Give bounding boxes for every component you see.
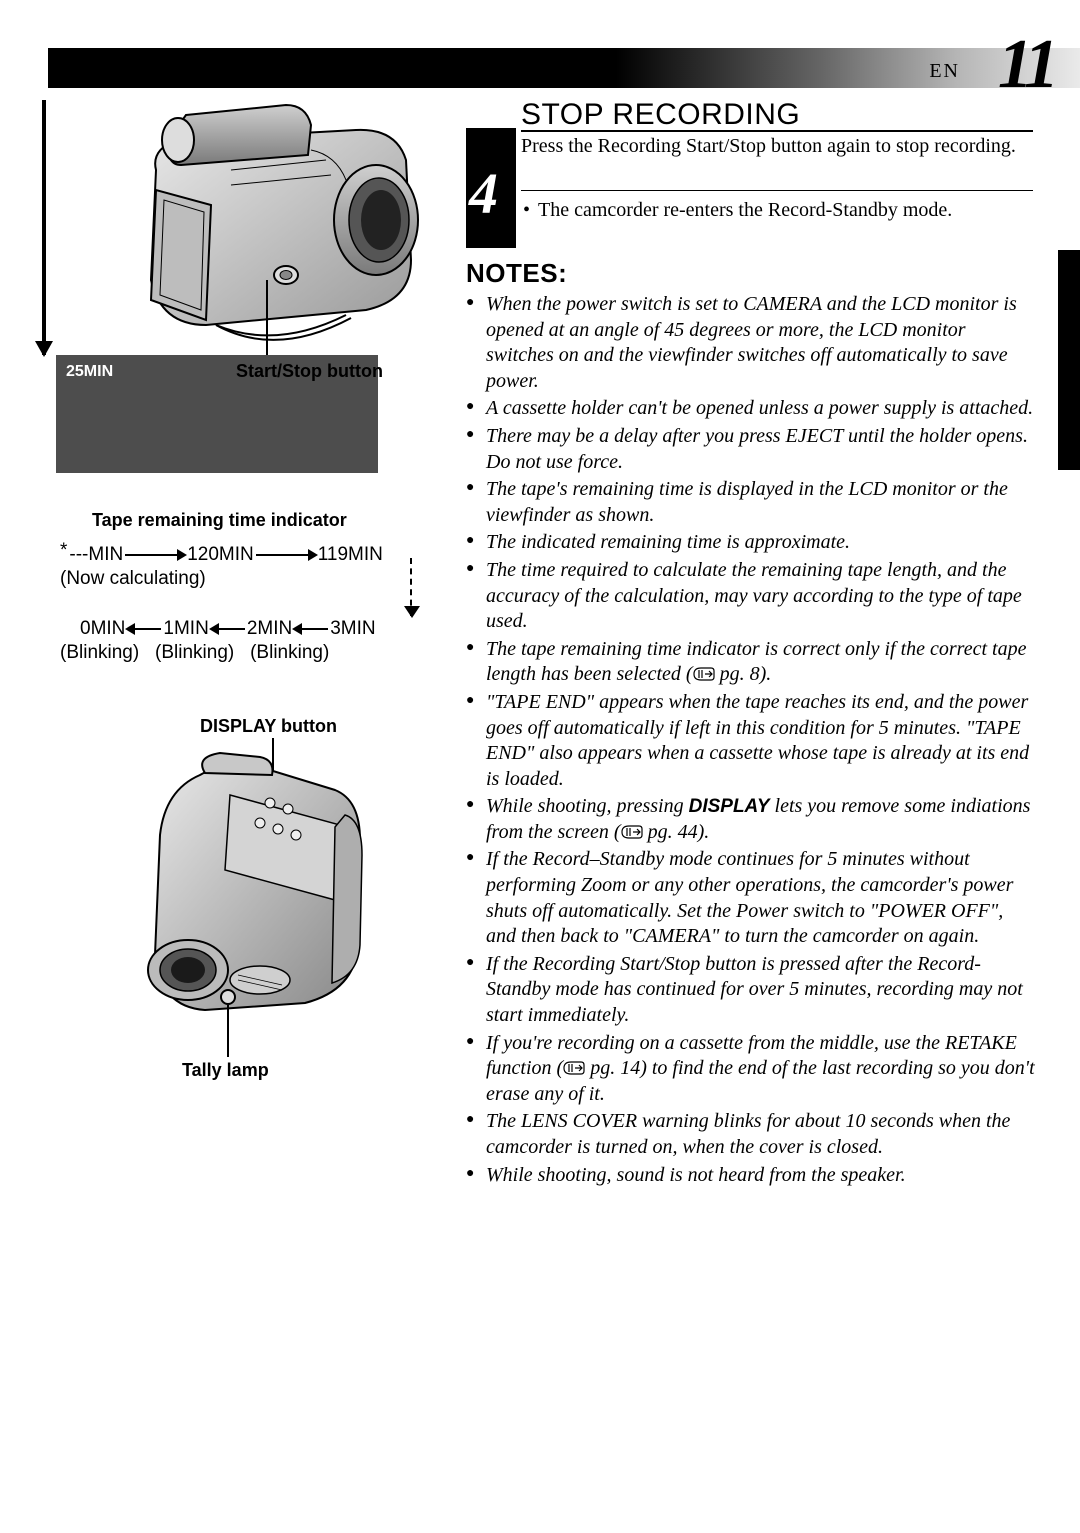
page-number: 11 xyxy=(998,25,1054,105)
notes-item: The tape remaining time indicator is cor… xyxy=(466,637,1036,688)
pointer-line xyxy=(227,1005,229,1057)
notes-item: If you're recording on a cassette from t… xyxy=(466,1031,1036,1108)
flow-val: 2MIN xyxy=(247,618,292,640)
notes-item: If the Recording Start/Stop button is pr… xyxy=(466,952,1036,1029)
step-number-box: 4 xyxy=(466,128,516,248)
camcorder-illustration-bottom xyxy=(110,745,370,1025)
notes-heading: NOTES: xyxy=(466,258,567,289)
tape-flow-bottom: 0MIN 1MIN 2MIN 3MIN xyxy=(80,618,376,640)
label-display-button: DISPLAY button xyxy=(200,716,337,737)
notes-item: There may be a delay after you press EJE… xyxy=(466,424,1036,475)
pointer-arrow-down xyxy=(42,100,46,355)
flow-val: 3MIN xyxy=(330,618,375,640)
notes-item: When the power switch is set to CAMERA a… xyxy=(466,292,1036,394)
flow-val: 120MIN xyxy=(187,544,254,566)
step-title: STOP RECORDING xyxy=(521,98,800,132)
notes-item: While shooting, pressing DISPLAY lets yo… xyxy=(466,794,1036,845)
notes-item: The indicated remaining time is approxim… xyxy=(466,530,1036,556)
dashed-arrow-down xyxy=(410,558,412,616)
step-number: 4 xyxy=(469,160,498,227)
flow-val: 0MIN xyxy=(80,618,125,640)
pointer-line xyxy=(266,280,268,358)
notes-item: "TAPE END" appears when the tape reaches… xyxy=(466,690,1036,792)
header-gradient-bar xyxy=(48,48,1080,88)
step-divider xyxy=(521,190,1033,191)
flow-val: 119MIN xyxy=(318,544,383,566)
step-body: Press the Recording Start/Stop button ag… xyxy=(521,134,1033,159)
notes-item: If the Record–Standby mode continues for… xyxy=(466,847,1036,949)
blinking-row: (Blinking) (Blinking) (Blinking) xyxy=(60,642,329,664)
page-lang: EN xyxy=(929,60,960,83)
label-tally-lamp: Tally lamp xyxy=(182,1060,269,1081)
lcd-time-text: 25MIN xyxy=(66,363,113,381)
notes-list: When the power switch is set to CAMERA a… xyxy=(466,292,1036,1190)
notes-item: The LENS COVER warning blinks for about … xyxy=(466,1109,1036,1160)
now-calculating: (Now calculating) xyxy=(60,568,206,590)
notes-item: While shooting, sound is not heard from … xyxy=(466,1163,1036,1189)
label-start-stop: Start/Stop button xyxy=(236,361,383,382)
label-tape-remaining: Tape remaining time indicator xyxy=(92,510,347,531)
step-sub-bullet: The camcorder re-enters the Record-Stand… xyxy=(538,198,1034,223)
notes-item: The time required to calculate the remai… xyxy=(466,558,1036,635)
notes-item: The tape's remaining time is displayed i… xyxy=(466,477,1036,528)
flow-val: ---MIN xyxy=(69,544,123,566)
title-underline xyxy=(521,130,1033,132)
tape-flow-top: *---MIN 120MIN 119MIN xyxy=(60,544,383,566)
flow-val: 1MIN xyxy=(163,618,208,640)
notes-item: A cassette holder can't be opened unless… xyxy=(466,396,1036,422)
side-index-tab xyxy=(1058,250,1080,470)
